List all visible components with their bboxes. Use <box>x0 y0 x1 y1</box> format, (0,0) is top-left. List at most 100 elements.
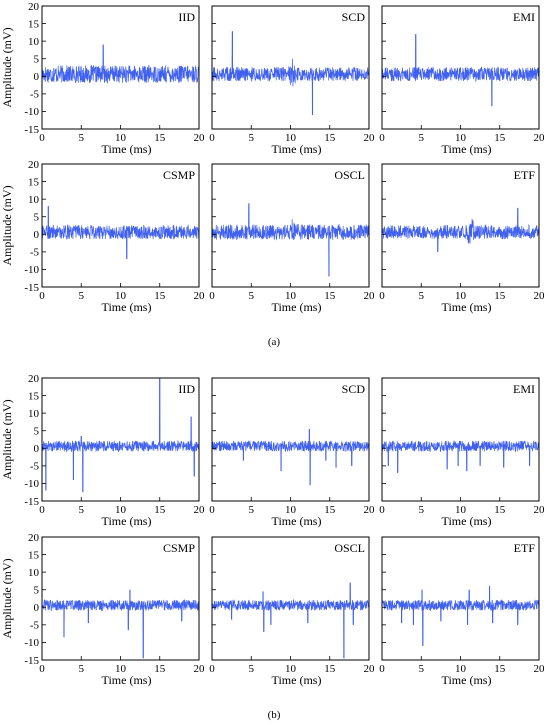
x-tick-label: 0 <box>379 504 385 516</box>
panel-b5: 0 5 10 15 20 Time (ms) OSCL <box>209 536 375 687</box>
y-tick-label: -5 <box>30 620 40 632</box>
panel-a5: 0 5 10 15 20 Time (ms) OSCL <box>209 163 376 314</box>
x-tick-label: 10 <box>115 132 127 144</box>
panel-label-b3: EMI <box>513 382 535 396</box>
x-tick-label: 15 <box>324 290 336 302</box>
y-tick-label: -15 <box>24 655 39 667</box>
x-tick-label: 5 <box>79 504 85 516</box>
panel-frame-b2 <box>211 377 370 502</box>
x-tick-label: 10 <box>285 504 297 516</box>
panel-label-a2: SCD <box>342 10 366 24</box>
y-tick-label: -10 <box>24 478 39 490</box>
y-tick-label: -10 <box>24 106 39 118</box>
panel-a3: 0 5 10 15 20 Time (ms) EMI <box>379 5 545 156</box>
x-axis-label: Time (ms) <box>442 142 492 156</box>
y-tick-label: 20 <box>28 532 40 544</box>
panel-label-a1: IID <box>178 10 195 24</box>
x-tick-label: 10 <box>115 290 127 302</box>
panel-b3: 0 5 10 15 20 Time (ms) EMI <box>379 377 545 528</box>
signal-trace-b5 <box>212 582 369 659</box>
panel-b2: 0 5 10 15 20 Time (ms) SCD <box>209 377 376 528</box>
x-tick-label: 20 <box>364 132 376 144</box>
x-tick-label: 10 <box>455 132 467 144</box>
x-tick-label: 5 <box>249 504 255 516</box>
panel-label-a6: ETF <box>514 168 536 182</box>
y-tick-label: -15 <box>24 496 39 508</box>
panel-frame-a4 <box>41 163 200 288</box>
y-tick-label: -15 <box>24 282 39 294</box>
x-tick-label: 0 <box>209 663 215 675</box>
y-tick-label: 5 <box>34 54 40 66</box>
signal-trace-b2 <box>212 428 369 486</box>
x-tick-label: 0 <box>209 132 215 144</box>
x-axis-label: Time (ms) <box>272 300 322 314</box>
x-tick-label: 10 <box>455 663 467 675</box>
y-tick-label: 0 <box>34 602 40 614</box>
x-tick-label: 5 <box>79 132 85 144</box>
x-tick-label: 15 <box>154 504 166 516</box>
x-tick-label: 10 <box>455 504 467 516</box>
y-tick-label: 0 <box>34 443 40 455</box>
y-axis-label: Amplitude (mV) <box>0 558 14 638</box>
panel-a6: 0 5 10 15 20 Time (ms) ETF <box>379 163 545 314</box>
y-tick-label: -10 <box>24 637 39 649</box>
panel-frame-b3 <box>381 377 540 502</box>
x-tick-label: 10 <box>285 290 297 302</box>
x-axis-label: Time (ms) <box>272 514 322 528</box>
panel-b1: -15 -10 -5 0 5 10 15 20 0 5 10 15 20 Time (ms) Amplitu… <box>0 373 205 528</box>
x-tick-label: 10 <box>115 504 127 516</box>
y-axis-label: Amplitude (mV) <box>0 399 14 479</box>
panel-frame-b5 <box>211 536 370 661</box>
x-tick-label: 0 <box>209 290 215 302</box>
x-tick-label: 20 <box>194 132 206 144</box>
y-tick-label: 20 <box>28 373 40 385</box>
signal-trace-b3 <box>382 440 539 473</box>
x-axis-label: Time (ms) <box>442 300 492 314</box>
y-tick-label: 0 <box>34 71 40 83</box>
y-tick-label: 5 <box>34 426 40 438</box>
x-tick-label: 5 <box>249 290 255 302</box>
y-axis-label: Amplitude (mV) <box>0 185 14 265</box>
x-axis-label: Time (ms) <box>102 514 152 528</box>
panel-a1: -15 -10 -5 0 5 10 15 20 0 5 10 15 20 Time (ms) Amplitu… <box>0 1 205 156</box>
panel-b4: -15 -10 -5 0 5 10 15 20 0 5 10 15 20 Time (ms) Amplitu… <box>0 532 205 687</box>
y-tick-label: 15 <box>28 549 40 561</box>
y-axis-label: Amplitude (mV) <box>0 27 14 107</box>
y-tick-label: 10 <box>28 36 40 48</box>
panel-label-a5: OSCL <box>334 168 365 182</box>
x-axis-label: Time (ms) <box>272 673 322 687</box>
signal-trace-a6 <box>382 207 539 252</box>
y-tick-label: 15 <box>28 18 40 30</box>
y-tick-label: 15 <box>28 390 40 402</box>
panel-label-b2: SCD <box>342 382 366 396</box>
y-tick-label: -15 <box>24 124 39 136</box>
panel-frame-a6 <box>381 163 540 288</box>
y-tick-label: -5 <box>30 461 40 473</box>
panel-b6: 0 5 10 15 20 Time (ms) ETF <box>379 536 545 687</box>
x-tick-label: 0 <box>39 504 45 516</box>
x-tick-label: 20 <box>194 290 206 302</box>
x-tick-label: 5 <box>419 663 425 675</box>
y-tick-label: 20 <box>28 1 40 13</box>
panel-a2: 0 5 10 15 20 Time (ms) SCD <box>209 5 376 156</box>
y-tick-label: 5 <box>34 585 40 597</box>
y-tick-label: 5 <box>34 212 40 224</box>
x-axis-label: Time (ms) <box>102 300 152 314</box>
x-axis-label: Time (ms) <box>272 142 322 156</box>
signal-trace-b6 <box>382 586 539 646</box>
signal-trace-b4 <box>42 589 199 659</box>
x-tick-label: 0 <box>39 663 45 675</box>
x-tick-label: 10 <box>115 663 127 675</box>
x-tick-label: 20 <box>364 290 376 302</box>
x-tick-label: 5 <box>419 290 425 302</box>
x-tick-label: 20 <box>194 663 206 675</box>
x-tick-label: 15 <box>154 132 166 144</box>
x-tick-label: 0 <box>379 132 385 144</box>
x-tick-label: 20 <box>364 504 376 516</box>
x-tick-label: 15 <box>154 290 166 302</box>
panel-label-a3: EMI <box>513 10 535 24</box>
panel-frame-b6 <box>381 536 540 661</box>
x-tick-label: 15 <box>324 663 336 675</box>
x-tick-label: 20 <box>194 504 206 516</box>
